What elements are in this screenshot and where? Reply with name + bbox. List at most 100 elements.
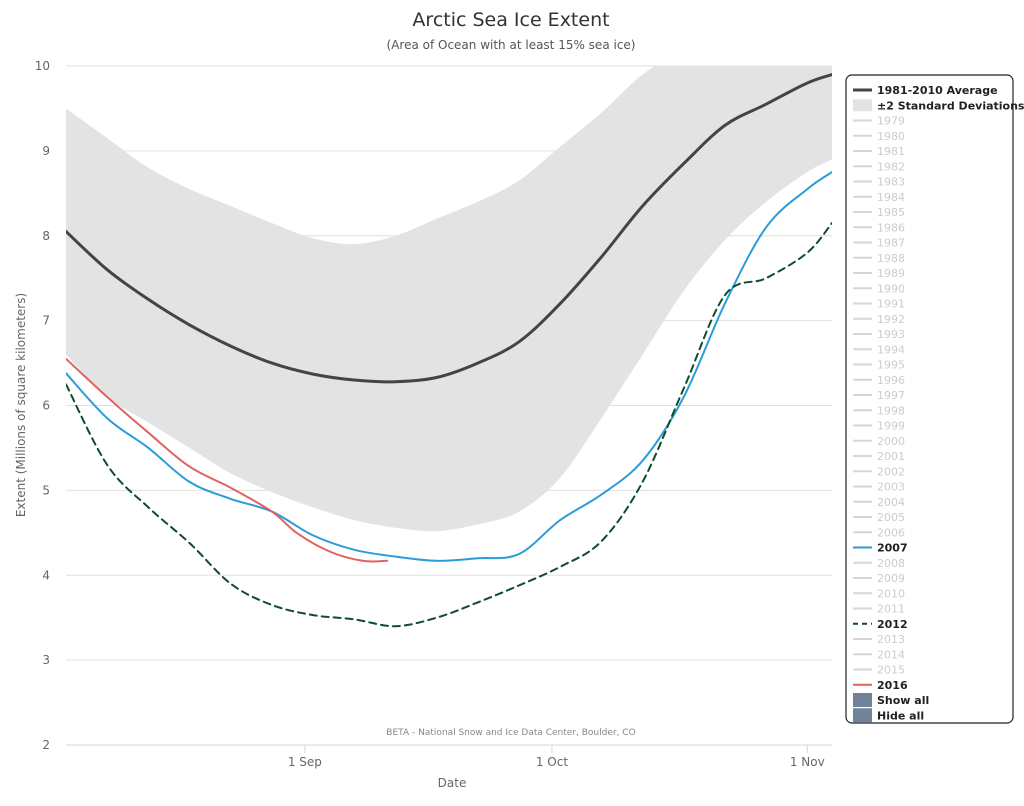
legend-item-2007-label: 2007 <box>877 542 908 555</box>
y-tick-label: 3 <box>42 653 50 667</box>
legend-item-1984[interactable]: 1984 <box>853 191 905 204</box>
legend-item-1991-label: 1991 <box>877 298 905 311</box>
legend-item-2016[interactable]: 2016 <box>853 679 908 692</box>
legend-item-2000-label: 2000 <box>877 435 905 448</box>
legend-item-2003[interactable]: 2003 <box>853 481 905 494</box>
legend-item-1996[interactable]: 1996 <box>853 374 905 387</box>
legend-item-2008[interactable]: 2008 <box>853 557 905 570</box>
legend-item-1981-label: 1981 <box>877 145 905 158</box>
legend-item-1980-label: 1980 <box>877 130 905 143</box>
legend-item-std-label: ±2 Standard Deviations <box>877 99 1024 112</box>
legend-item-2007[interactable]: 2007 <box>853 542 908 555</box>
legend-item-2002-label: 2002 <box>877 465 905 478</box>
legend-item-1981[interactable]: 1981 <box>853 145 905 158</box>
legend-item-2001[interactable]: 2001 <box>853 450 905 463</box>
x-tick-label: 1 Nov <box>790 755 825 769</box>
x-tick-label: 1 Sep <box>288 755 322 769</box>
legend-item-2009[interactable]: 2009 <box>853 572 905 585</box>
x-axis-title: Date <box>438 776 467 790</box>
legend-item-2012[interactable]: 2012 <box>853 618 908 631</box>
legend-button-swatch <box>853 693 872 707</box>
legend-item-1995[interactable]: 1995 <box>853 359 905 372</box>
legend-item-2015[interactable]: 2015 <box>853 664 905 677</box>
chart-title: Arctic Sea Ice Extent <box>412 9 609 31</box>
x-axis: 1 Sep 1 Oct 1 Nov <box>288 745 825 769</box>
legend-item-2004[interactable]: 2004 <box>853 496 905 509</box>
legend-item-1990-label: 1990 <box>877 282 905 295</box>
y-tick-label: 10 <box>35 59 50 73</box>
legend-item-2014[interactable]: 2014 <box>853 648 905 661</box>
legend-item-1988[interactable]: 1988 <box>853 252 905 265</box>
legend-item-average[interactable]: 1981-2010 Average <box>853 84 998 97</box>
legend-item-1998[interactable]: 1998 <box>853 404 905 417</box>
legend-item-1986-label: 1986 <box>877 221 905 234</box>
legend-item-1998-label: 1998 <box>877 404 905 417</box>
legend-item-1999-label: 1999 <box>877 420 905 433</box>
legend-item-1992[interactable]: 1992 <box>853 313 905 326</box>
legend-item-1997[interactable]: 1997 <box>853 389 905 402</box>
legend-box <box>845 74 1014 724</box>
legend-item-2000[interactable]: 2000 <box>853 435 905 448</box>
legend-item-1987-label: 1987 <box>877 237 905 250</box>
legend-item-1996-label: 1996 <box>877 374 905 387</box>
legend: 1981-2010 Average ±2 Standard Deviations 1… <box>845 74 1024 724</box>
legend-item-2004-label: 2004 <box>877 496 905 509</box>
legend-item-1999[interactable]: 1999 <box>853 420 905 433</box>
legend-item-1991[interactable]: 1991 <box>853 298 905 311</box>
legend-item-1985[interactable]: 1985 <box>853 206 905 219</box>
legend-item-2011-label: 2011 <box>877 603 905 616</box>
legend-item-1992-label: 1992 <box>877 313 905 326</box>
legend-item-1988-label: 1988 <box>877 252 905 265</box>
legend-item-std[interactable]: ±2 Standard Deviations <box>853 99 1024 112</box>
legend-item-1994[interactable]: 1994 <box>853 343 905 356</box>
legend-item-average-label: 1981-2010 Average <box>877 84 998 97</box>
y-tick-label: 9 <box>42 144 50 158</box>
legend-item-1982[interactable]: 1982 <box>853 160 905 173</box>
legend-item-2012-label: 2012 <box>877 618 908 631</box>
series-line-1981-2010-average <box>66 73 832 384</box>
y-tick-label: 2 <box>42 738 50 752</box>
legend-item-2005[interactable]: 2005 <box>853 511 905 524</box>
legend-item-1989[interactable]: 1989 <box>853 267 905 280</box>
legend-item-2006-label: 2006 <box>877 526 905 539</box>
legend-item-1984-label: 1984 <box>877 191 905 204</box>
y-tick-label: 8 <box>42 229 50 243</box>
legend-item-2016-label: 2016 <box>877 679 908 692</box>
legend-item-1985-label: 1985 <box>877 206 905 219</box>
y-tick-label: 4 <box>42 568 50 582</box>
y-tick-label: 6 <box>42 399 50 413</box>
series-line-2012 <box>66 222 832 628</box>
legend-hide-all[interactable]: Hide all <box>853 708 924 723</box>
chart-subtitle: (Area of Ocean with at least 15% sea ice… <box>387 38 636 52</box>
legend-item-1987[interactable]: 1987 <box>853 237 905 250</box>
legend-item-1982-label: 1982 <box>877 160 905 173</box>
legend-item-2002[interactable]: 2002 <box>853 465 905 478</box>
y-axis-title: Extent (Millions of square kilometers) <box>14 293 28 517</box>
std-band <box>66 66 832 532</box>
y-tick-label: 7 <box>42 314 50 328</box>
legend-item-2001-label: 2001 <box>877 450 905 463</box>
legend-item-1990[interactable]: 1990 <box>853 282 905 295</box>
legend-item-2005-label: 2005 <box>877 511 905 524</box>
legend-item-1993[interactable]: 1993 <box>853 328 905 341</box>
legend-show-all[interactable]: Show all <box>853 693 929 707</box>
legend-item-1980[interactable]: 1980 <box>853 130 905 143</box>
legend-item-2011[interactable]: 2011 <box>853 603 905 616</box>
legend-item-1995-label: 1995 <box>877 359 905 372</box>
legend-item-1979-label: 1979 <box>877 115 905 128</box>
legend-item-1979[interactable]: 1979 <box>853 115 905 128</box>
legend-swatch <box>853 99 872 112</box>
legend-item-2003-label: 2003 <box>877 481 905 494</box>
legend-item-2010-label: 2010 <box>877 587 905 600</box>
legend-item-2014-label: 2014 <box>877 648 905 661</box>
legend-item-1986[interactable]: 1986 <box>853 221 905 234</box>
chart-credit: BETA - National Snow and Ice Data Center… <box>386 728 635 738</box>
legend-item-2013[interactable]: 2013 <box>853 633 905 646</box>
series-line-2016 <box>66 357 389 563</box>
legend-item-1983[interactable]: 1983 <box>853 176 905 189</box>
legend-item-1983-label: 1983 <box>877 176 905 189</box>
legend-item-1989-label: 1989 <box>877 267 905 280</box>
legend-item-2010[interactable]: 2010 <box>853 587 905 600</box>
legend-item-2006[interactable]: 2006 <box>853 526 905 539</box>
